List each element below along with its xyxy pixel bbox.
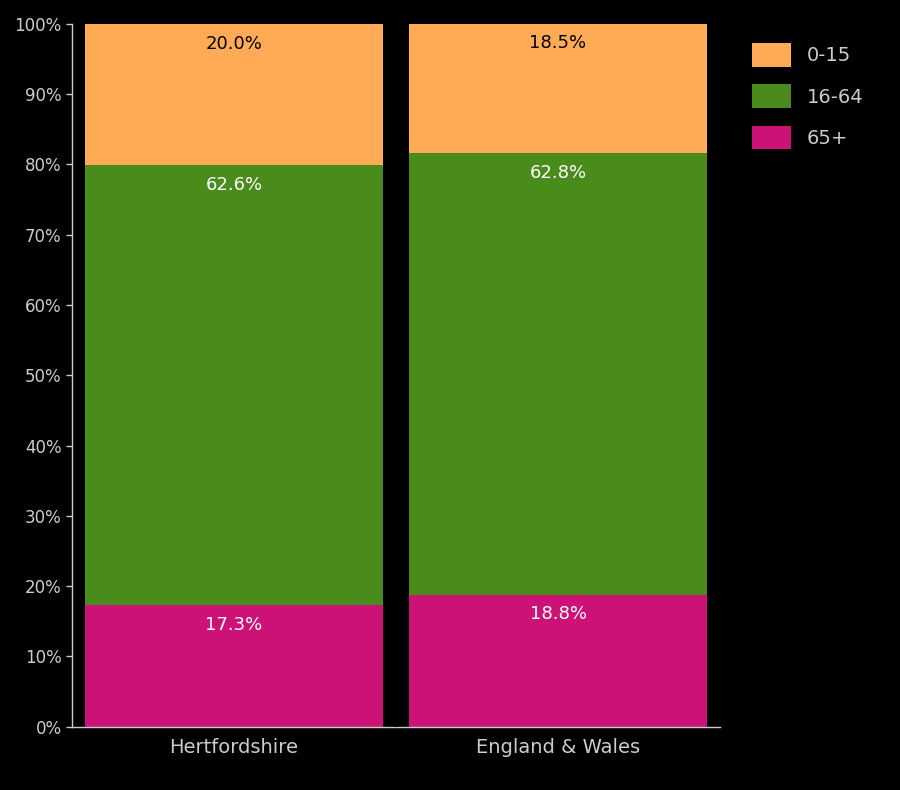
Text: 17.3%: 17.3%	[205, 615, 263, 634]
Legend: 0-15, 16-64, 65+: 0-15, 16-64, 65+	[742, 33, 873, 159]
Bar	[85, 24, 383, 165]
Text: 62.8%: 62.8%	[529, 164, 587, 182]
Bar	[409, 23, 707, 153]
Text: 18.8%: 18.8%	[529, 605, 587, 623]
Text: 20.0%: 20.0%	[205, 35, 263, 53]
Text: 18.5%: 18.5%	[529, 33, 587, 51]
Bar	[85, 165, 383, 605]
Text: 62.6%: 62.6%	[205, 175, 263, 194]
Bar	[85, 605, 383, 727]
Bar	[409, 153, 707, 595]
Bar	[409, 595, 707, 727]
